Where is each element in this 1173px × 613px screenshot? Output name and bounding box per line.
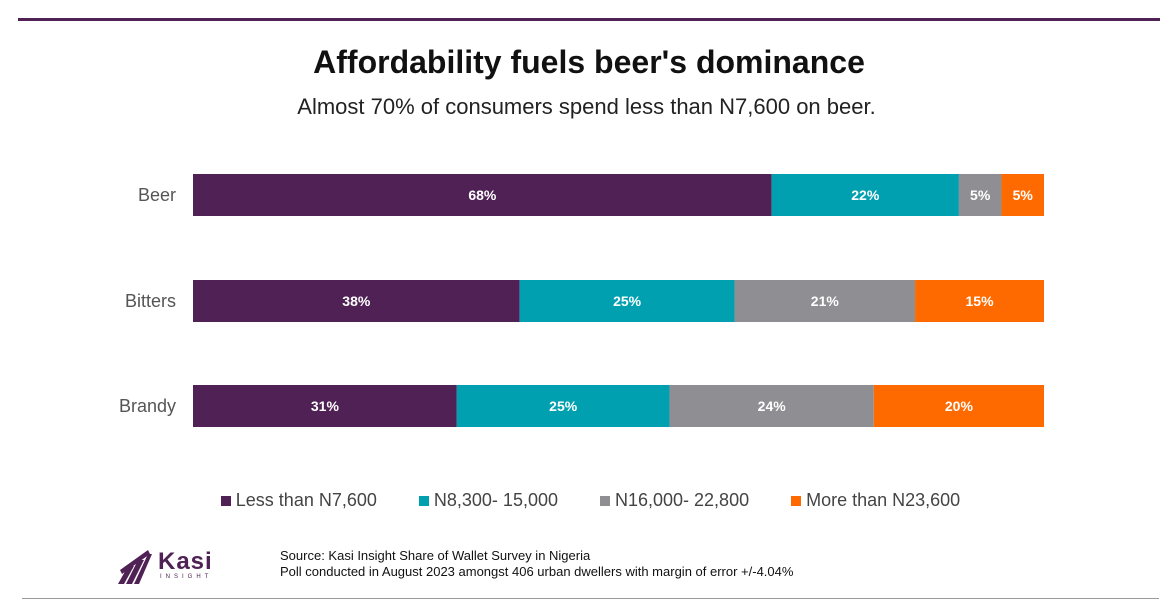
data-label-beer-series-3: 5% — [970, 187, 991, 203]
legend-item-2: N8,300- 15,000 — [411, 490, 558, 511]
legend-item-1: Less than N7,600 — [213, 490, 377, 511]
bar-brandy-series-4 — [873, 385, 1044, 427]
bar-beer-series-1 — [193, 174, 772, 216]
data-label-beer-series-4: 5% — [1013, 187, 1034, 203]
kasi-logo: Kasi INSIGHT — [118, 548, 218, 586]
category-label-beer: Beer — [138, 185, 176, 205]
bar-brandy-series-2 — [456, 385, 670, 427]
category-label-brandy: Brandy — [119, 396, 176, 416]
legend-swatch-4 — [791, 495, 802, 506]
category-label-bitters: Bitters — [125, 291, 176, 311]
logo-subtitle: INSIGHT — [160, 574, 213, 580]
data-label-brandy-series-1: 31% — [311, 398, 340, 414]
source-line-1: Source: Kasi Insight Share of Wallet Sur… — [280, 548, 591, 563]
chart-title: Affordability fuels beer's dominance — [313, 44, 865, 80]
bar-bitters-series-3 — [734, 280, 916, 322]
legend-label-3: N16,000- 22,800 — [614, 490, 750, 510]
legend-label-1: Less than N7,600 — [235, 490, 377, 510]
legend-swatch-3 — [599, 495, 610, 506]
data-label-bitters-series-3: 21% — [811, 293, 840, 309]
legend-label-4: More than N23,600 — [806, 490, 961, 510]
bar-bitters-series-4 — [915, 280, 1044, 322]
logo-name: Kasi — [158, 548, 213, 575]
bar-brandy-series-3 — [669, 385, 874, 427]
source-line-2: Poll conducted in August 2023 amongst 40… — [280, 564, 794, 579]
data-label-bitters-series-2: 25% — [613, 293, 642, 309]
bar-beer-series-4 — [1001, 174, 1044, 216]
top-rule — [18, 18, 1160, 21]
data-label-brandy-series-4: 20% — [945, 398, 974, 414]
data-label-bitters-series-4: 15% — [966, 293, 995, 309]
source-note: Source: Kasi Insight Share of Wallet Sur… — [280, 548, 793, 580]
bar-beer-series-2 — [771, 174, 959, 216]
bar-brandy-series-1 — [193, 385, 457, 427]
data-label-brandy-series-3: 24% — [758, 398, 787, 414]
bar-bitters-series-1 — [193, 280, 520, 322]
bar-beer-series-3 — [958, 174, 1002, 216]
data-label-beer-series-2: 22% — [851, 187, 880, 203]
bar-bitters-series-2 — [519, 280, 735, 322]
legend-label-2: N8,300- 15,000 — [433, 490, 558, 510]
data-label-beer-series-1: 68% — [468, 187, 497, 203]
legend-item-3: N16,000- 22,800 — [592, 490, 749, 511]
chart-legend: Less than N7,600 N8,300- 15,000 N16,000- 2… — [0, 490, 1173, 511]
data-label-bitters-series-1: 38% — [342, 293, 371, 309]
chart-subtitle: Almost 70% of consumers spend less than … — [297, 94, 876, 119]
legend-swatch-1 — [220, 495, 231, 506]
legend-swatch-2 — [418, 495, 429, 506]
legend-item-4: More than N23,600 — [783, 490, 960, 511]
kasi-logo-icon — [118, 550, 152, 584]
data-label-brandy-series-2: 25% — [549, 398, 578, 414]
bottom-rule — [22, 598, 1159, 599]
